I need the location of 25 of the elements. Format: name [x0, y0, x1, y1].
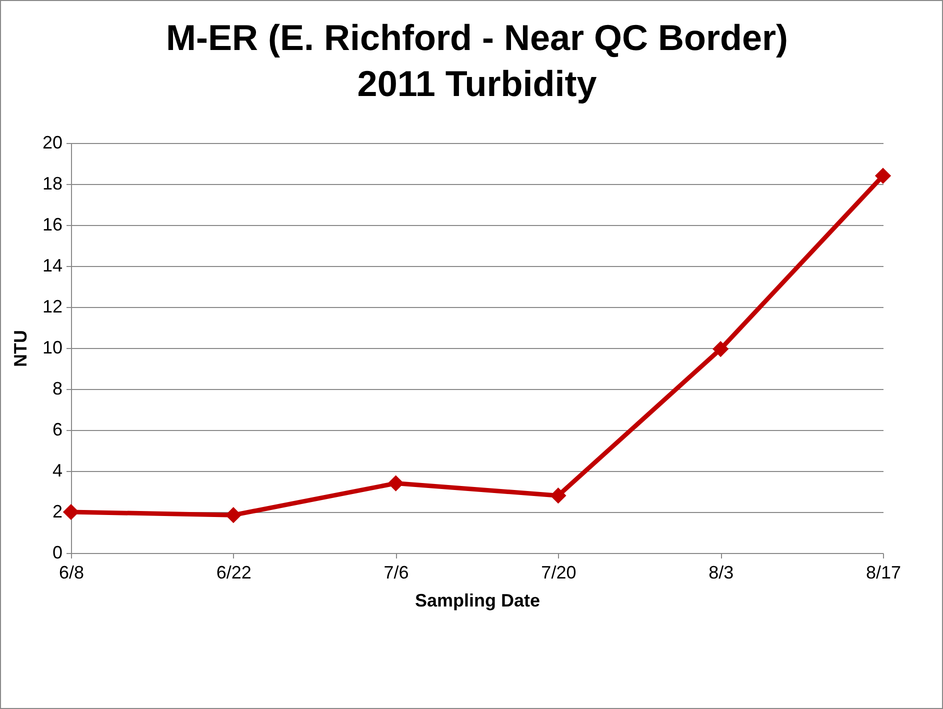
- y-tick-label: 12: [42, 296, 62, 316]
- y-tick-label: 18: [42, 174, 62, 194]
- y-tick-label: 0: [52, 542, 62, 562]
- point: [712, 340, 729, 358]
- y-tick-label: 10: [42, 338, 62, 358]
- point: [225, 507, 242, 524]
- y-tick-label: 8: [52, 378, 62, 398]
- y-tick-label: 20: [42, 132, 62, 152]
- x-axis-title: Sampling Date: [414, 590, 540, 610]
- y-tick-label: 4: [52, 460, 62, 480]
- x-tick-label: 7/20: [541, 562, 576, 582]
- x-tick-label: 8/3: [708, 562, 734, 582]
- x-tick-label: 8/17: [866, 562, 902, 582]
- x-tick-label: 6/22: [216, 562, 252, 582]
- point: [874, 168, 892, 184]
- y-axis-title: NTU: [10, 330, 30, 367]
- point: [388, 475, 404, 492]
- y-tick-label: 6: [52, 420, 62, 440]
- point: [550, 488, 566, 504]
- chart-title: M-ER (E. Richford - Near QC Border) 2011 Turbidity: [166, 17, 788, 104]
- x-tick-label: 6/8: [58, 562, 84, 582]
- y-tick-label: 14: [42, 256, 62, 276]
- y-tick-label: 2: [52, 502, 62, 522]
- y-tick-label: 16: [42, 214, 62, 234]
- x-tick-label: 7/6: [384, 562, 409, 582]
